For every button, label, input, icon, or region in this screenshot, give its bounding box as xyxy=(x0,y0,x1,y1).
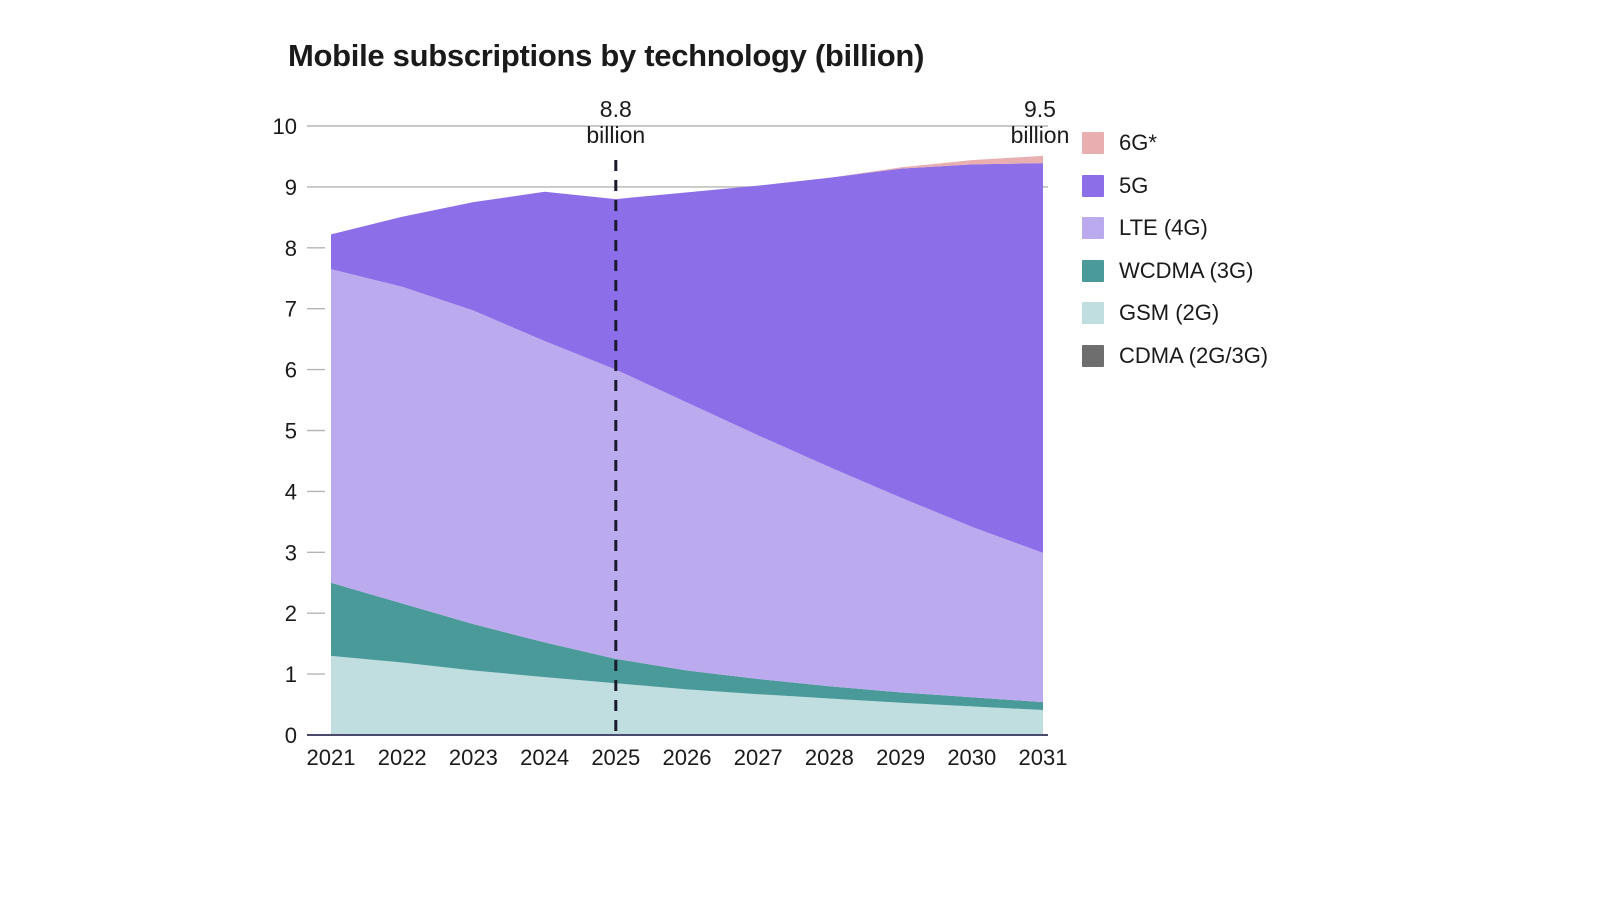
area-series xyxy=(331,582,1043,711)
legend-item-label: CDMA (2G/3G) xyxy=(1119,342,1269,368)
y-axis-tick-label: 10 xyxy=(273,114,297,139)
annotation-value: 8.8 xyxy=(600,96,632,122)
area-series xyxy=(331,269,1043,703)
y-axis-tick-label: 7 xyxy=(285,297,297,322)
x-axis-tick-label: 2023 xyxy=(449,745,498,770)
x-axis-tick-label: 2021 xyxy=(307,745,356,770)
y-axis-tick-label: 9 xyxy=(285,175,297,200)
legend-color-swatch xyxy=(1082,174,1104,197)
legend-color-swatch xyxy=(1082,217,1104,240)
legend-color-swatch xyxy=(1082,259,1104,282)
y-axis-tick-label: 4 xyxy=(285,479,297,504)
x-axis-tick-label: 2026 xyxy=(663,745,712,770)
y-axis-tick-label: 8 xyxy=(285,236,297,261)
annotation-value: 9.5 xyxy=(1024,96,1056,122)
legend-item[interactable]: LTE (4G) xyxy=(1082,207,1342,250)
legend-item-label: LTE (4G) xyxy=(1119,215,1208,241)
legend-color-swatch xyxy=(1082,344,1104,367)
y-axis-labels: 0 1 2 3 4 5 6 7 8 9 10 xyxy=(273,114,297,748)
legend-item[interactable]: CDMA (2G/3G) xyxy=(1082,335,1342,378)
y-axis-tick-label: 1 xyxy=(285,662,297,687)
x-axis-tick-label: 2025 xyxy=(591,745,640,770)
y-axis-tick-label: 5 xyxy=(285,419,297,444)
y-axis-ticks xyxy=(307,247,325,675)
y-axis-tick-label: 3 xyxy=(285,540,297,565)
area-series xyxy=(331,163,1043,553)
x-axis-tick-label: 2029 xyxy=(876,745,925,770)
y-axis-tick-label: 2 xyxy=(285,601,297,626)
annotation-unit: billion xyxy=(586,122,645,148)
chart-legend: 6G* 5G LTE (4G) WCDMA (3G) GSM (2G) CDMA (2G/… xyxy=(1082,122,1342,377)
legend-item-label: GSM (2G) xyxy=(1119,300,1220,326)
annotation-unit: billion xyxy=(1011,122,1070,148)
x-axis-tick-label: 2024 xyxy=(520,745,569,770)
legend-color-swatch xyxy=(1082,132,1104,155)
x-axis-tick-label: 2022 xyxy=(378,745,427,770)
x-axis-labels: 2021 2022 2023 2024 2025 2026 2027 2028 2029 2030… xyxy=(307,745,1068,770)
x-axis-tick-label: 2028 xyxy=(805,745,854,770)
legend-item[interactable]: 5G xyxy=(1082,165,1342,208)
legend-item-label: 6G* xyxy=(1119,130,1157,156)
y-axis-tick-label: 6 xyxy=(285,358,297,383)
legend-item-label: WCDMA (3G) xyxy=(1119,257,1254,283)
area-series xyxy=(331,655,1043,735)
x-axis-tick-label: 2030 xyxy=(947,745,996,770)
page-title: Mobile subscriptions by technology (bill… xyxy=(288,38,925,73)
legend-item[interactable]: 6G* xyxy=(1082,122,1342,165)
x-axis-tick-label: 2027 xyxy=(734,745,783,770)
x-axis-tick-label: 2031 xyxy=(1019,745,1068,770)
legend-item[interactable]: GSM (2G) xyxy=(1082,292,1342,335)
legend-color-swatch xyxy=(1082,302,1104,325)
y-axis-tick-label: 0 xyxy=(285,723,297,748)
legend-item[interactable]: WCDMA (3G) xyxy=(1082,250,1342,293)
legend-item-label: 5G xyxy=(1119,172,1149,198)
stacked-areas xyxy=(331,155,1043,735)
area-series xyxy=(331,155,1043,235)
